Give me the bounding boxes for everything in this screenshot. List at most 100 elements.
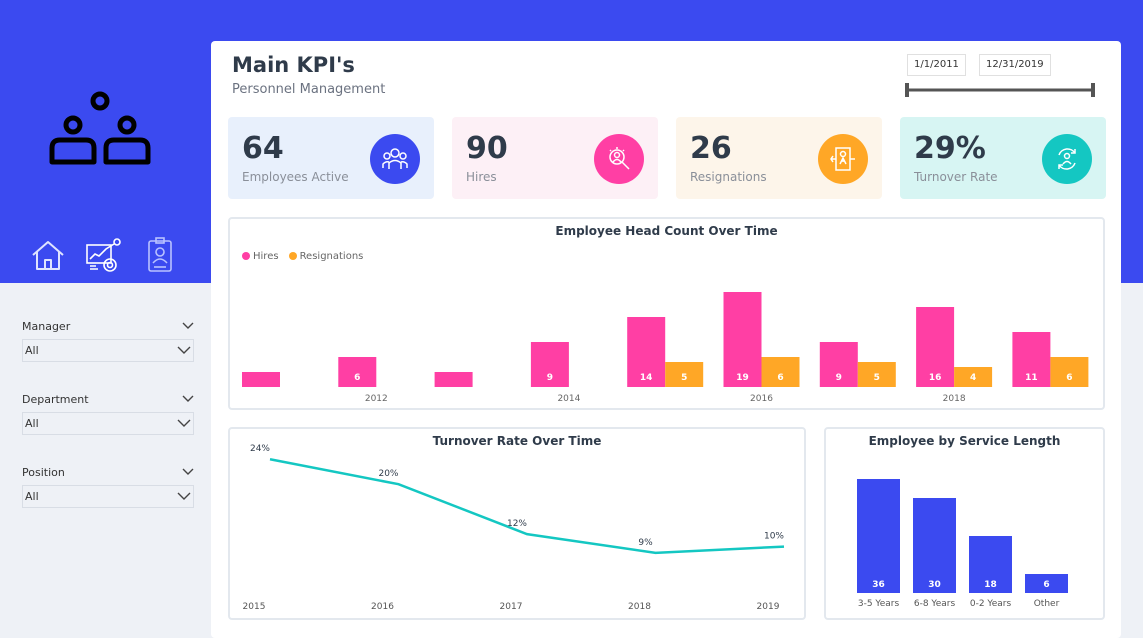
slider-end-handle: [1091, 83, 1095, 97]
data-label: 24%: [250, 444, 270, 454]
data-label: 9%: [638, 538, 653, 548]
filter-label: Position: [22, 465, 65, 479]
dashboard-chart-icon: [86, 238, 121, 272]
manager-filter: Manager All: [22, 318, 194, 362]
legend-item-hires[interactable]: Hires: [242, 251, 279, 262]
data-label: 11: [1025, 373, 1038, 383]
bar-hires: [242, 372, 280, 387]
date-range-slider[interactable]: [905, 82, 1097, 98]
chevron-down-icon: [177, 492, 191, 500]
data-label: 19: [736, 373, 749, 383]
bar-hires: [1012, 332, 1051, 387]
kpi-value: 64: [242, 131, 284, 166]
department-select[interactable]: All: [22, 412, 194, 435]
legend-item-resignations[interactable]: Resignations: [288, 251, 364, 262]
data-label: 20%: [378, 469, 398, 479]
data-label: 6: [1043, 580, 1049, 590]
exit-door-icon: [818, 134, 868, 184]
data-label: 9: [836, 373, 842, 383]
slider-start-handle: [905, 83, 909, 97]
filter-value: All: [25, 417, 39, 430]
bar-resignations: [665, 362, 704, 387]
data-label: 4: [970, 373, 976, 383]
chart-legend: Hires Resignations: [242, 251, 363, 262]
page-navigation: [28, 234, 188, 276]
kpi-label: Resignations: [690, 170, 767, 184]
legend-label: Resignations: [299, 251, 364, 262]
kpi-card-employees-active: 64 Employees Active: [228, 117, 434, 199]
data-label: 30: [928, 580, 941, 590]
x-tick-label: 2015: [243, 602, 266, 612]
bar-hires: [916, 307, 955, 387]
chart-title: Employee by Service Length: [868, 434, 1061, 448]
turnover-line: [269, 458, 785, 555]
nav-badge-button[interactable]: [140, 235, 180, 275]
bar-hires: [819, 342, 858, 387]
bar-resignations: [1050, 357, 1089, 387]
x-tick-label: 2017: [500, 602, 523, 612]
page-subtitle: Personnel Management: [232, 82, 386, 97]
kpi-label: Hires: [466, 170, 497, 184]
chevron-down-icon: [177, 419, 191, 427]
bar-resignations: [761, 357, 800, 387]
headcount-plot: 6 2012 9 2014 14 5 19 6 2016 9 5 16 4 2018 11 6: [242, 292, 1089, 404]
x-tick-label: 2016: [371, 602, 394, 612]
x-tick-label: 2014: [557, 394, 580, 404]
home-icon: [32, 241, 64, 270]
x-tick-label: 6-8 Years: [914, 599, 956, 609]
hire-search-icon: [594, 134, 644, 184]
turnover-plot: 24% 2015 20% 2016 12% 2017 9% 2018 10% 2019: [243, 444, 785, 612]
data-label: 10%: [764, 532, 784, 542]
date-start-input[interactable]: 1/1/2011: [907, 54, 966, 76]
bar-resignations: [954, 367, 993, 387]
x-tick-label: 2016: [750, 394, 773, 404]
data-label: 36: [872, 580, 885, 590]
data-label: 6: [354, 373, 360, 383]
chart-title: Employee Head Count Over Time: [555, 224, 778, 238]
data-label: 6: [777, 373, 783, 383]
position-filter: Position All: [22, 464, 194, 508]
headcount-chart: Employee Head Count Over Time Hires Resi…: [228, 217, 1105, 410]
users-logo-icon: [49, 91, 151, 165]
kpi-card-hires: 90 Hires: [452, 117, 658, 199]
chevron-down-icon: [177, 346, 191, 354]
id-badge-icon: [148, 237, 172, 272]
chevron-down-icon[interactable]: [182, 395, 194, 403]
bar: [969, 536, 1012, 593]
x-tick-label: 3-5 Years: [858, 599, 900, 609]
bar-hires: [627, 317, 666, 387]
main-panel: Main KPI's Personnel Management 1/1/2011…: [211, 41, 1121, 638]
x-tick-label: 2019: [757, 602, 780, 612]
bar-hires: [530, 342, 569, 387]
legend-label: Hires: [253, 251, 279, 262]
filter-label: Department: [22, 392, 89, 406]
chevron-down-icon[interactable]: [182, 322, 194, 330]
kpi-card-turnover-rate: 29% Turnover Rate: [900, 117, 1106, 199]
page-title: Main KPI's: [232, 53, 355, 77]
nav-home-button[interactable]: [28, 235, 68, 275]
filter-value: All: [25, 344, 39, 357]
x-tick-label: 2012: [365, 394, 388, 404]
bar-hires: [723, 292, 762, 387]
bar-hires: [338, 357, 377, 387]
data-label: 14: [640, 373, 653, 383]
data-label: 16: [929, 373, 942, 383]
manager-select[interactable]: All: [22, 339, 194, 362]
service-length-plot: 36 3-5 Years 30 6-8 Years 18 0-2 Years 6 Other: [857, 479, 1068, 609]
bar: [857, 479, 900, 593]
date-end-input[interactable]: 12/31/2019: [979, 54, 1051, 76]
chart-title: Turnover Rate Over Time: [432, 434, 602, 448]
kpi-value: 29%: [914, 131, 986, 166]
data-label: 5: [874, 373, 880, 383]
x-tick-label: Other: [1034, 599, 1060, 609]
service-length-chart: Employee by Service Length 36 3-5 Years 30…: [824, 427, 1105, 620]
kpi-value: 90: [466, 131, 508, 166]
data-label: 12%: [507, 519, 527, 529]
bar-resignations: [857, 362, 896, 387]
x-tick-label: 2018: [943, 394, 966, 404]
chevron-down-icon[interactable]: [182, 468, 194, 476]
bar: [913, 498, 956, 593]
filter-label: Manager: [22, 319, 71, 333]
nav-dashboard-button[interactable]: [84, 235, 124, 275]
position-select[interactable]: All: [22, 485, 194, 508]
